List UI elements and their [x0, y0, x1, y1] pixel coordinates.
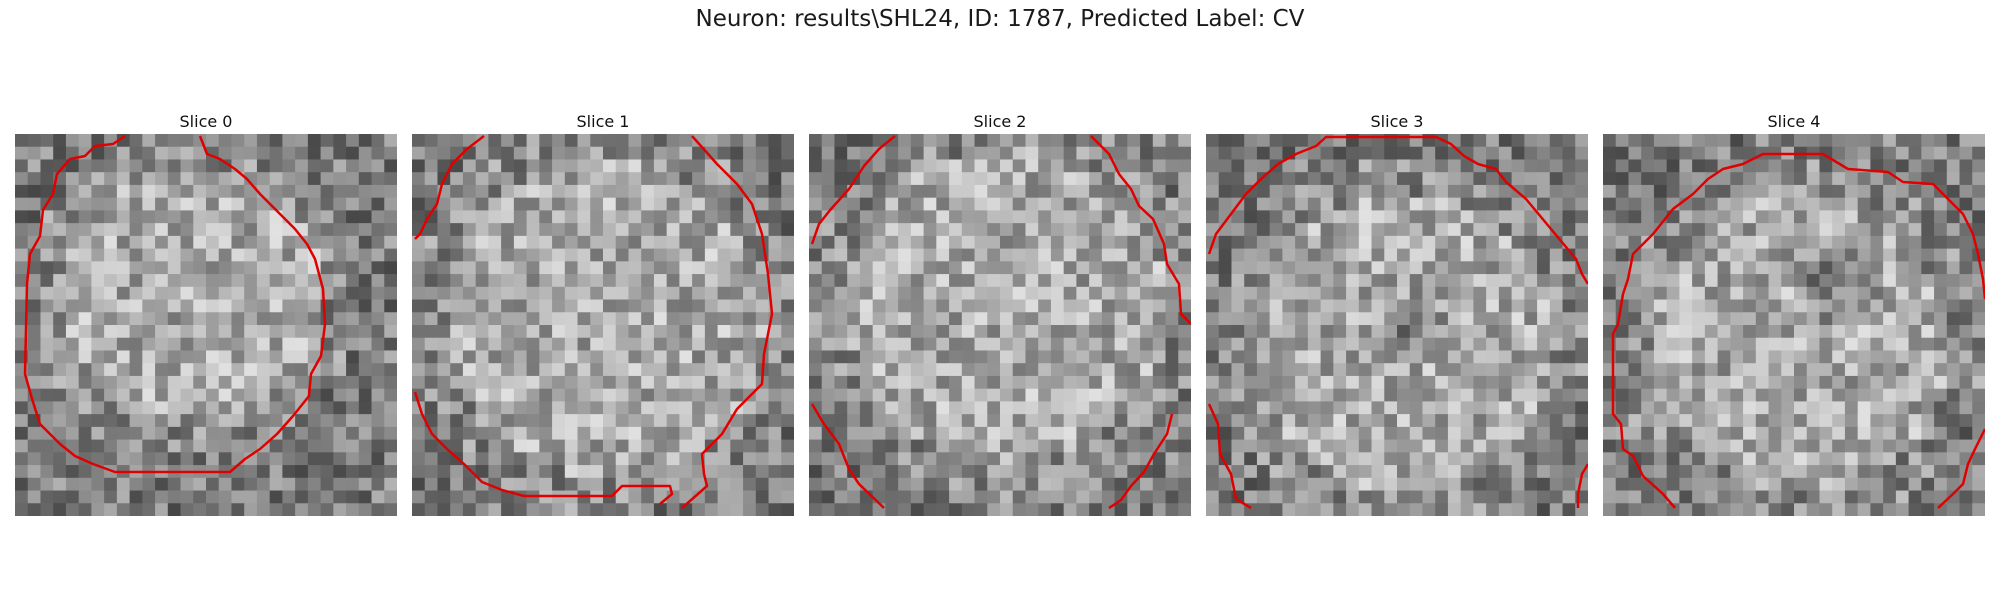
contour-line [1611, 152, 1985, 509]
slice-panel-4: Slice 4 [1603, 110, 1985, 516]
slice-title: Slice 4 [1767, 112, 1821, 131]
figure-title: Neuron: results\SHL24, ID: 1787, Predict… [695, 6, 1305, 32]
contour-line [681, 135, 774, 509]
slice-panel-0: Slice 0 [15, 110, 397, 516]
slice-image [1603, 134, 1985, 516]
slice-panel-2: Slice 2 [809, 110, 1191, 516]
contour-line [810, 403, 885, 509]
contour-line [1090, 135, 1191, 325]
slice-title: Slice 2 [973, 112, 1027, 131]
contour-line [413, 391, 674, 505]
slice-title: Slice 0 [179, 112, 233, 131]
slice-title: Slice 1 [576, 112, 630, 131]
slice-image [15, 134, 397, 516]
contour-line [1207, 403, 1252, 510]
contour-line [810, 135, 896, 245]
contour-line [1937, 428, 1985, 509]
contour-line [1207, 135, 1588, 285]
contour-line [1108, 413, 1174, 510]
contour-line [23, 134, 327, 474]
slice-image [412, 134, 794, 516]
slice-image [1206, 134, 1588, 516]
contour-line [1576, 463, 1588, 508]
slice-panel-3: Slice 3 [1206, 110, 1588, 516]
slice-panel-1: Slice 1 [412, 110, 794, 516]
slice-image [809, 134, 1191, 516]
slice-title: Slice 3 [1370, 112, 1424, 131]
contour-line [414, 135, 485, 240]
